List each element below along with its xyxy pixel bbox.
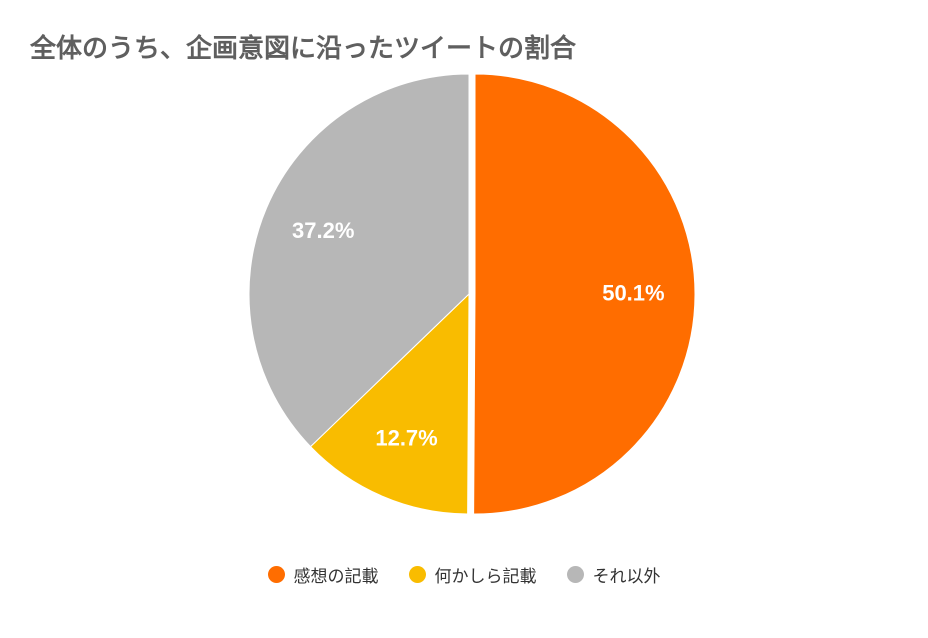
legend-item-soreigai[interactable]: それ以外: [566, 562, 661, 587]
chart-legend: 感想の記載 何かしら記載 それ以外: [0, 562, 928, 587]
legend-label: 感想の記載: [293, 567, 379, 587]
legend-item-kanso[interactable]: 感想の記載: [267, 562, 379, 587]
pie-slice-nanika[interactable]: [309, 292, 470, 515]
slice-label-nanika: 12.7%: [375, 425, 437, 450]
legend-swatch-icon: [566, 566, 584, 583]
legend-label: それ以外: [592, 567, 661, 587]
slice-label-soreigai: 37.2%: [292, 218, 354, 243]
pie-slice-kanso[interactable]: [473, 73, 696, 515]
pie-slice-soreigai[interactable]: [248, 73, 470, 448]
legend-swatch-icon: [408, 566, 426, 583]
legend-label: 何かしら記載: [434, 567, 537, 587]
legend-item-nanika[interactable]: 何かしら記載: [408, 562, 537, 587]
chart-title: 全体のうち、企画意図に沿ったツイートの割合: [30, 34, 577, 64]
pie-chart: 50.1% 12.7% 37.2%: [248, 73, 696, 515]
slice-label-kanso: 50.1%: [602, 280, 664, 305]
legend-swatch-icon: [267, 566, 285, 583]
